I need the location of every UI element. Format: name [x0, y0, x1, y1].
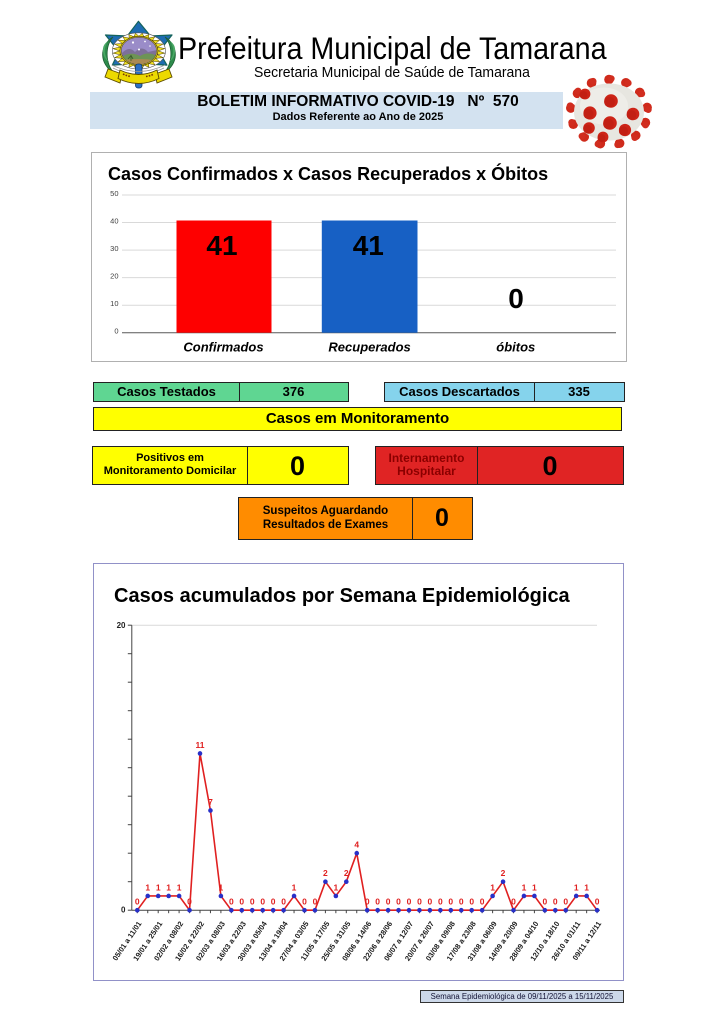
svg-text:0: 0 — [448, 897, 453, 907]
svg-text:1: 1 — [532, 882, 537, 892]
svg-text:0: 0 — [438, 897, 443, 907]
svg-text:30: 30 — [110, 244, 118, 253]
svg-text:20: 20 — [117, 621, 126, 630]
svg-text:0: 0 — [396, 897, 401, 907]
svg-text:1: 1 — [522, 882, 527, 892]
svg-text:0: 0 — [417, 897, 422, 907]
svg-text:7: 7 — [208, 797, 213, 807]
svg-text:Confirmados: Confirmados — [183, 340, 263, 355]
svg-text:10: 10 — [110, 299, 118, 308]
svg-text:1: 1 — [292, 882, 297, 892]
svg-text:1: 1 — [490, 882, 495, 892]
svg-text:0: 0 — [260, 897, 265, 907]
svg-text:50: 50 — [110, 189, 118, 198]
svg-text:óbitos: óbitos — [496, 340, 535, 355]
svg-text:0: 0 — [302, 897, 307, 907]
svg-text:0: 0 — [271, 897, 276, 907]
svg-text:1: 1 — [584, 882, 589, 892]
svg-text:0: 0 — [250, 897, 255, 907]
svg-text:0: 0 — [187, 897, 192, 907]
svg-text:2: 2 — [323, 868, 328, 878]
svg-text:0: 0 — [386, 897, 391, 907]
svg-text:0: 0 — [542, 897, 547, 907]
svg-text:0: 0 — [135, 897, 140, 907]
svg-text:0: 0 — [553, 897, 558, 907]
svg-text:0: 0 — [563, 897, 568, 907]
svg-text:0: 0 — [459, 897, 464, 907]
svg-text:41: 41 — [353, 230, 384, 261]
svg-text:0: 0 — [508, 283, 524, 314]
svg-text:1: 1 — [333, 882, 338, 892]
svg-text:0: 0 — [511, 897, 516, 907]
svg-text:2: 2 — [501, 868, 506, 878]
svg-text:0: 0 — [595, 897, 600, 907]
svg-text:1: 1 — [177, 882, 182, 892]
svg-text:11: 11 — [196, 740, 205, 750]
svg-text:1: 1 — [166, 882, 171, 892]
svg-text:0: 0 — [281, 897, 286, 907]
svg-text:4: 4 — [354, 840, 359, 850]
svg-text:0: 0 — [365, 897, 370, 907]
svg-text:0: 0 — [313, 897, 318, 907]
svg-text:0: 0 — [469, 897, 474, 907]
svg-text:0: 0 — [407, 897, 412, 907]
svg-text:0: 0 — [121, 906, 126, 915]
svg-text:0: 0 — [229, 897, 234, 907]
svg-text:41: 41 — [206, 230, 237, 261]
svg-text:1: 1 — [156, 882, 161, 892]
svg-text:Recuperados: Recuperados — [328, 340, 410, 355]
svg-text:0: 0 — [375, 897, 380, 907]
svg-text:40: 40 — [110, 216, 118, 225]
svg-text:2: 2 — [344, 868, 349, 878]
svg-text:0: 0 — [480, 897, 485, 907]
svg-text:20: 20 — [110, 271, 118, 280]
svg-text:1: 1 — [574, 882, 579, 892]
svg-text:0: 0 — [239, 897, 244, 907]
svg-text:0: 0 — [114, 327, 118, 336]
svg-text:0: 0 — [428, 897, 433, 907]
svg-text:1: 1 — [145, 882, 150, 892]
svg-text:1: 1 — [219, 882, 224, 892]
